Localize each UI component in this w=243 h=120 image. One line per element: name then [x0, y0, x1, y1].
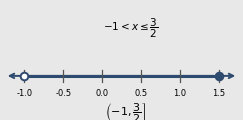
- Text: 1.0: 1.0: [173, 89, 186, 98]
- Text: 1.5: 1.5: [212, 89, 225, 98]
- Text: 0.0: 0.0: [95, 89, 109, 98]
- Text: -0.5: -0.5: [55, 89, 71, 98]
- Text: 0.5: 0.5: [134, 89, 148, 98]
- Text: $-1 < x \leq \dfrac{3}{2}$: $-1 < x \leq \dfrac{3}{2}$: [103, 17, 159, 40]
- Text: -1.0: -1.0: [16, 89, 32, 98]
- Text: $\left(-1, \dfrac{3}{2}\right]$: $\left(-1, \dfrac{3}{2}\right]$: [105, 101, 146, 120]
